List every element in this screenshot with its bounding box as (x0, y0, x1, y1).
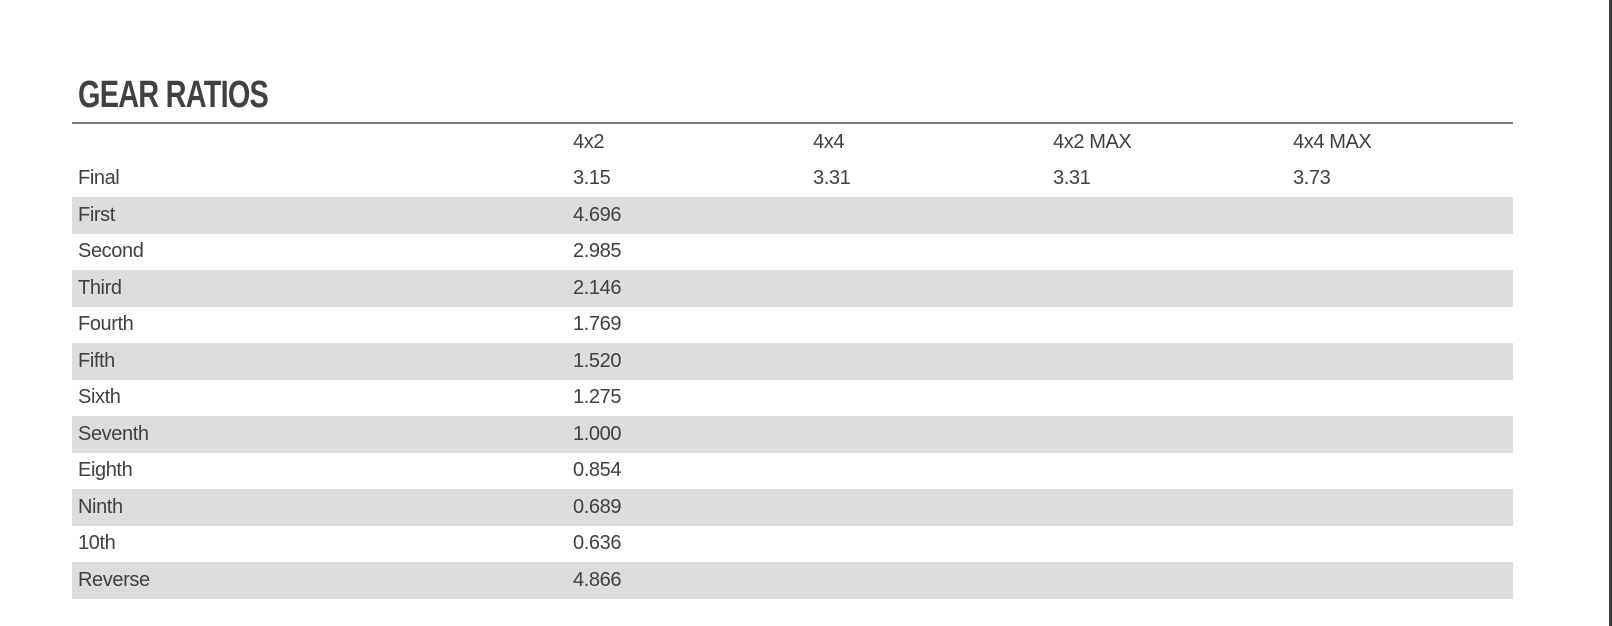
row-value: 0.689 (573, 495, 622, 518)
header-cell-4x4-max: 4x4 MAX (1293, 130, 1372, 153)
row-label: Seventh (78, 422, 149, 445)
row-value: 3.73 (1293, 167, 1331, 190)
section-title-block: GEAR RATIOS (72, 76, 1513, 124)
row-value: 0.636 (573, 532, 622, 555)
row-label: Fourth (78, 313, 134, 336)
row-value: 3.31 (1053, 167, 1091, 190)
row-value: 2.146 (573, 276, 622, 299)
header-cell-4x4: 4x4 (813, 130, 845, 153)
row-value: 1.520 (573, 349, 622, 372)
row-value: 0.854 (573, 459, 622, 482)
row-label: First (78, 203, 115, 226)
row-label: Second (78, 240, 144, 263)
gear-ratios-section: GEAR RATIOS 4x2 4x4 4x2 MAX 4x4 MAX Fina… (72, 76, 1513, 599)
table-row: Sixth 1.275 (72, 380, 1513, 417)
page-right-edge-line (1609, 0, 1612, 626)
row-value: 1.000 (573, 422, 622, 445)
row-label: Sixth (78, 386, 121, 409)
table-row: Eighth 0.854 (72, 453, 1513, 490)
table-row: Fourth 1.769 (72, 307, 1513, 344)
table-header-row: 4x2 4x4 4x2 MAX 4x4 MAX (72, 124, 1513, 161)
row-value: 3.15 (573, 167, 611, 190)
table-header: 4x2 4x4 4x2 MAX 4x4 MAX (72, 124, 1513, 161)
row-label: Ninth (78, 495, 123, 518)
row-label: Reverse (78, 568, 150, 591)
row-label: Fifth (78, 349, 115, 372)
gear-ratios-table: 4x2 4x4 4x2 MAX 4x4 MAX Final 3.15 3.31 … (72, 124, 1513, 599)
table-row: Seventh 1.000 (72, 416, 1513, 453)
row-value: 1.769 (573, 313, 622, 336)
section-title: GEAR RATIOS (78, 74, 269, 116)
row-label: 10th (78, 532, 116, 555)
table-row: Third 2.146 (72, 270, 1513, 307)
table-row: Reverse 4.866 (72, 562, 1513, 599)
row-label: Eighth (78, 459, 133, 482)
table-row: Fifth 1.520 (72, 343, 1513, 380)
table-row: 10th 0.636 (72, 526, 1513, 563)
row-value: 2.985 (573, 240, 622, 263)
row-value: 1.275 (573, 386, 622, 409)
table-row: First 4.696 (72, 197, 1513, 234)
row-label: Final (78, 167, 120, 190)
table-row: Ninth 0.689 (72, 489, 1513, 526)
row-value: 4.696 (573, 203, 622, 226)
table-body: Final 3.15 3.31 3.31 3.73 First 4.696 Se… (72, 161, 1513, 599)
row-value: 3.31 (813, 167, 851, 190)
header-cell-4x2-max: 4x2 MAX (1053, 130, 1132, 153)
row-value: 4.866 (573, 568, 622, 591)
table-row: Second 2.985 (72, 234, 1513, 271)
row-label: Third (78, 276, 122, 299)
header-cell-4x2: 4x2 (573, 130, 605, 153)
table-row: Final 3.15 3.31 3.31 3.73 (72, 161, 1513, 198)
